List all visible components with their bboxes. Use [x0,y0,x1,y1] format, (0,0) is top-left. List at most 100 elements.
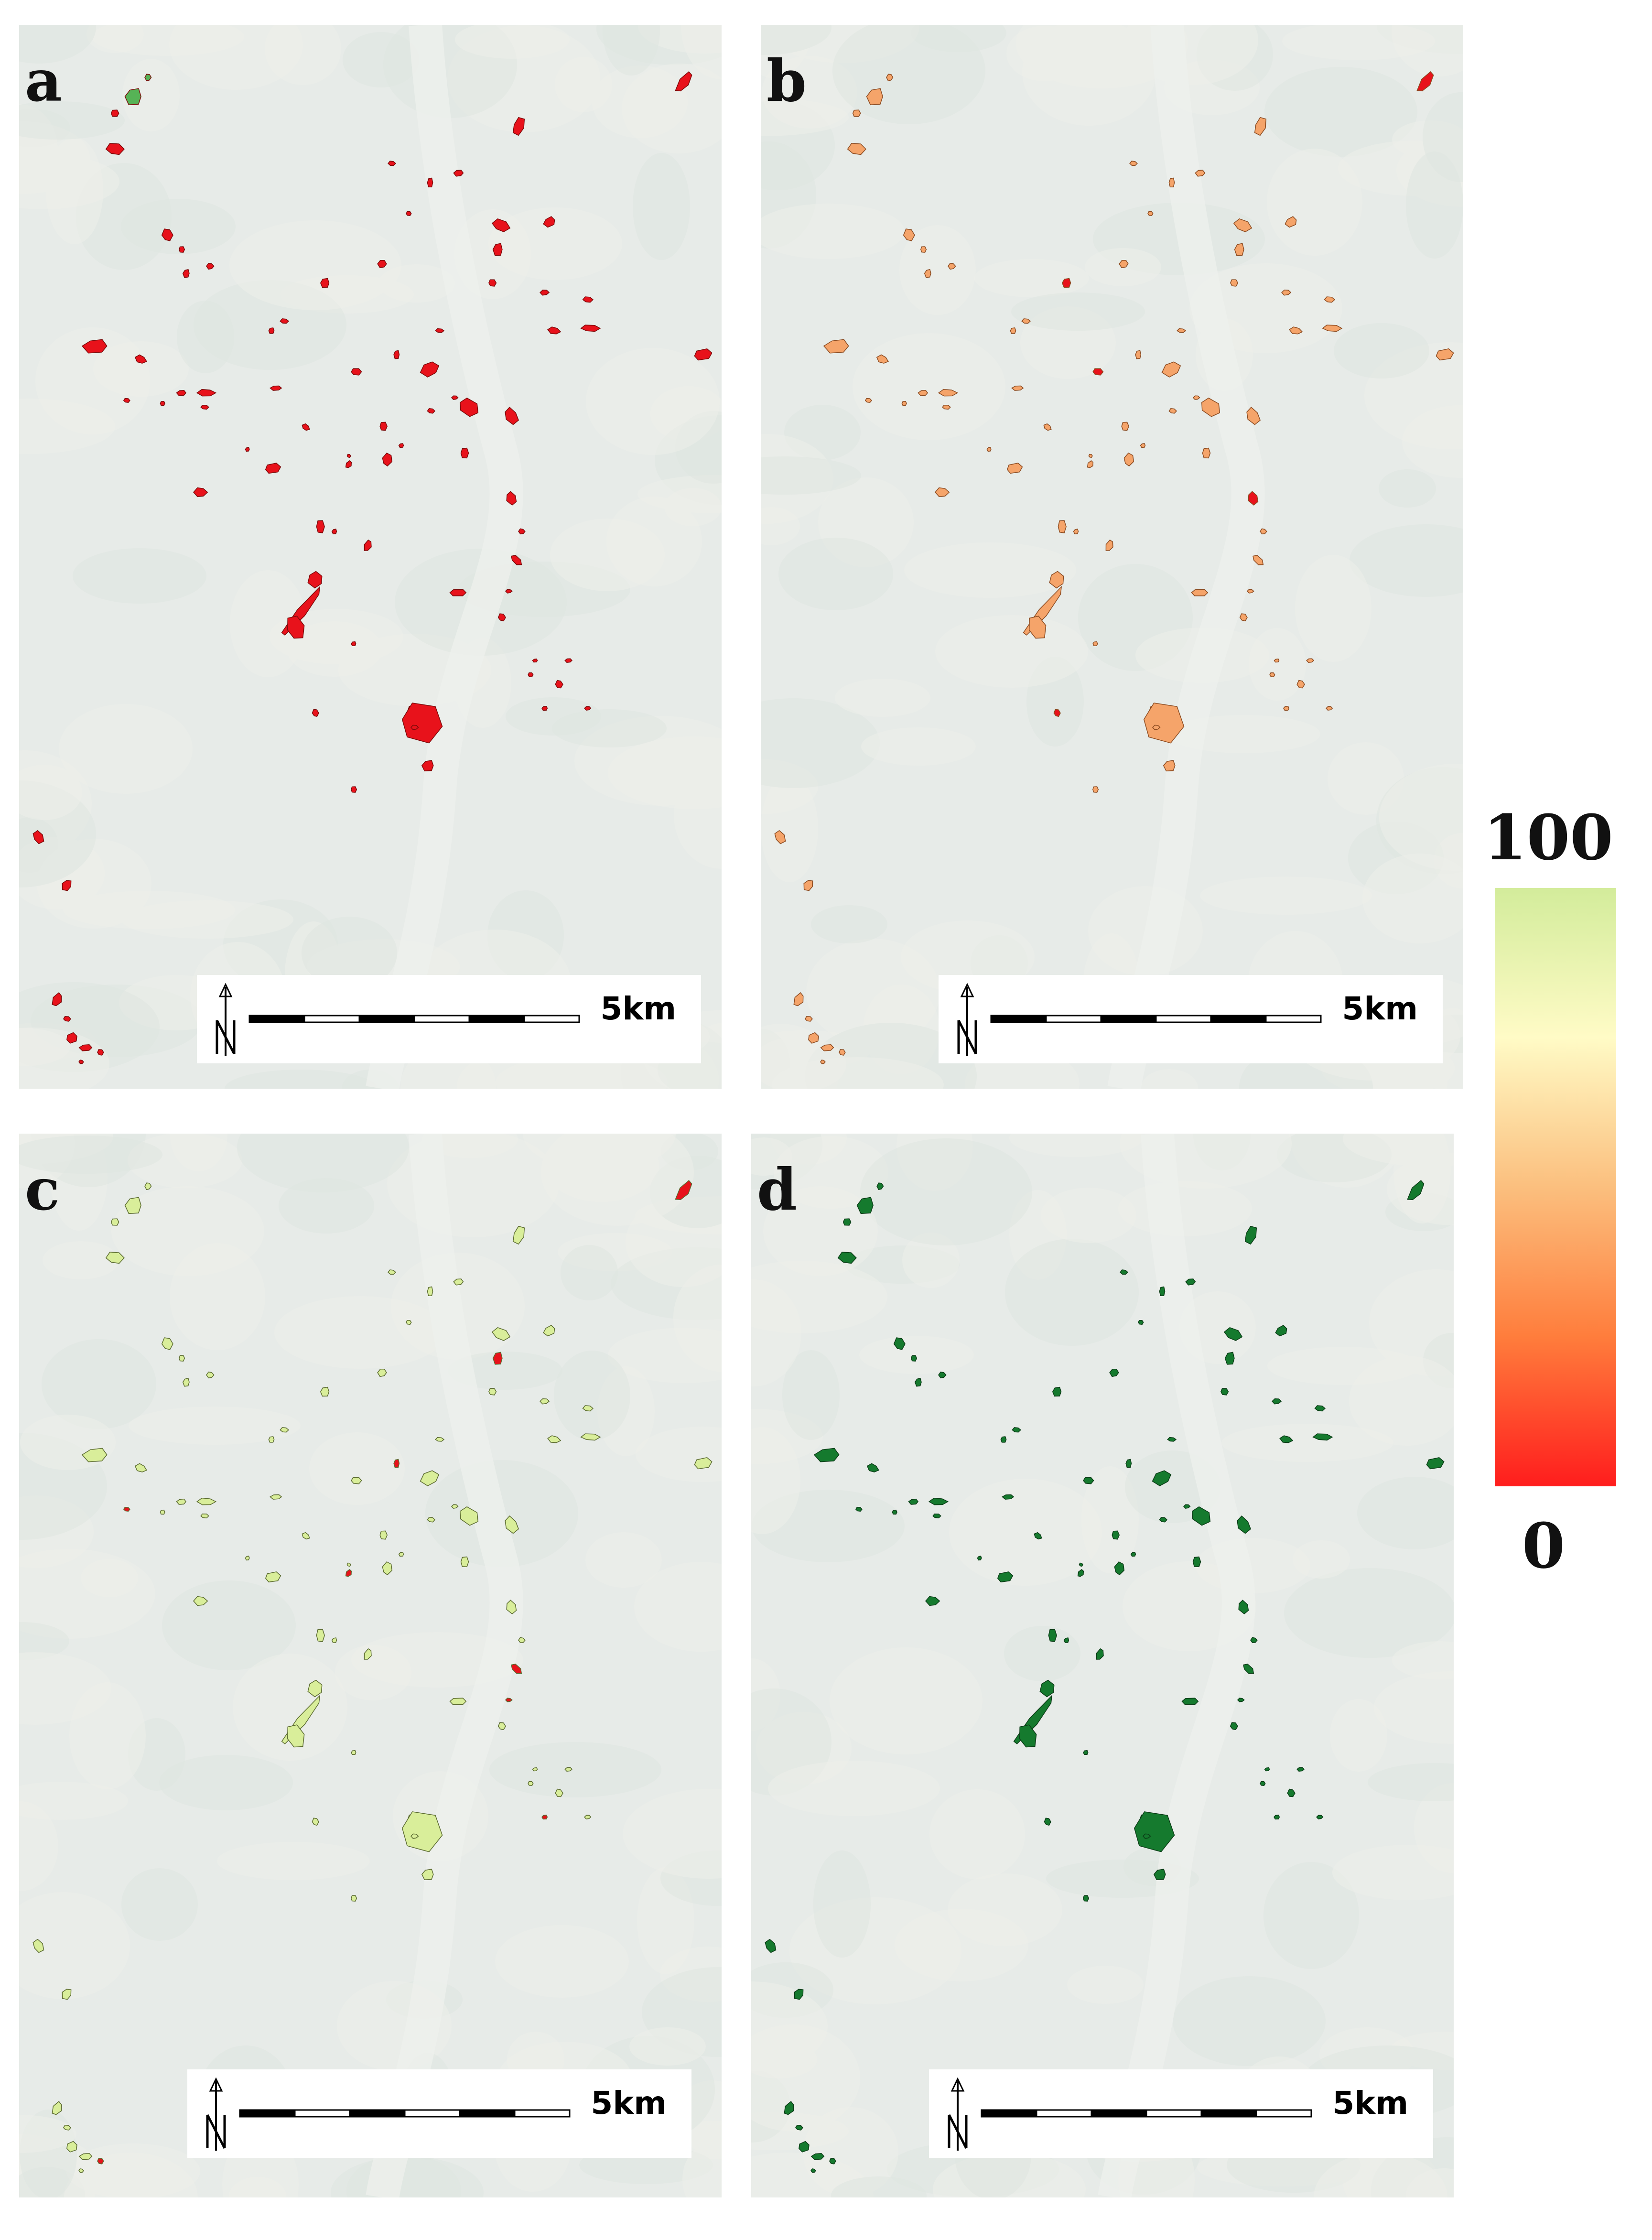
parcel [675,1180,692,1201]
parcel [316,1629,325,1642]
parcel [206,262,215,270]
parcel [856,1197,874,1214]
terrain-patch [86,25,144,53]
parcel [388,1269,397,1275]
parcel [932,1513,941,1518]
terrain-patch [495,1925,629,1998]
scale-bar: 5km [939,975,1443,1063]
scale-label: 5km [600,990,676,1027]
parcel [1134,1811,1175,1852]
terrain-patch [1263,1862,1359,1969]
parcel [1192,1506,1211,1526]
parcel [1289,326,1303,335]
parcel [1248,491,1259,506]
north-arrow-icon [948,2077,968,2151]
parcel [1152,1470,1172,1486]
north-arrow-and-scale [206,2077,571,2151]
parcel [1083,1477,1094,1484]
parcel [1177,328,1187,333]
parcel [837,1252,857,1264]
terrain-patch [237,1134,409,1192]
parcel [398,443,404,448]
parcel [1079,1562,1083,1567]
parcel [460,447,469,459]
parcel [105,143,125,155]
parcel [1250,1637,1258,1644]
parcel [1052,1386,1062,1397]
parcel [505,406,519,425]
parcel-layer [765,1180,1445,2173]
parcel [497,1722,506,1731]
parcel [839,1049,846,1056]
terrain-patch [751,2040,817,2078]
parcel [1105,539,1113,551]
parcel [694,1457,713,1470]
parcel [307,571,323,589]
valley-strip [366,25,523,1089]
parcel-layer [774,71,1454,1064]
terrain-patch [19,1782,128,1820]
parcel [505,589,513,594]
parcel [1322,325,1343,332]
parcel [331,529,337,534]
parcel [1195,170,1206,177]
parcel [346,1562,351,1567]
parcel [320,278,330,288]
parcel [427,177,433,188]
parcel [935,487,950,498]
terrain-patch [895,1909,1028,1981]
parcel [406,1320,412,1325]
terrain-patch [1067,1966,1144,2004]
parcel [1234,243,1244,256]
parcel-layer [32,71,713,1064]
scale-label: 5km [591,2085,667,2121]
scale-segment [349,2109,406,2118]
parcel-layer [32,1180,713,2173]
parcel [1129,161,1138,166]
terrain-patch [1284,1568,1454,1658]
terrain-patch [682,2143,722,2197]
parcel [200,1513,209,1518]
parcel [808,1032,819,1044]
parcel [1326,706,1333,711]
terrain-patch [169,25,303,90]
parcel [855,1506,863,1512]
parcel [675,71,692,92]
parcel [160,1509,165,1515]
parcel [388,161,397,166]
parcel [1044,1818,1051,1826]
parcel [1083,1750,1089,1755]
terrain-patch [73,548,206,604]
parcel [364,539,372,551]
scale-segment [1045,1015,1102,1023]
north-arrow-icon [206,2077,226,2151]
parcel [497,613,506,622]
parcel [1237,1698,1245,1702]
terrain-patch [561,1245,618,1300]
terrain-patch [121,199,236,254]
parcel [866,1463,879,1472]
parcel [492,1352,503,1365]
terrain-patch [19,1801,58,1891]
scale-segment [1155,1015,1212,1023]
parcel [435,1437,445,1442]
terrain-patch [629,2027,706,2066]
terrain-patch [122,59,180,131]
scale-segment [468,1015,525,1023]
parcel [564,658,573,663]
terrain-patch [761,25,831,55]
terrain-patch [554,1351,630,1440]
parcel [427,1286,433,1297]
parcel [312,709,319,717]
parcel [876,354,889,364]
parcel [176,390,187,396]
parcel [543,1325,555,1337]
parcel [1109,1368,1119,1377]
parcel [774,830,786,844]
parcel [460,1506,479,1526]
panel-label: b [767,47,807,115]
parcel [512,117,525,136]
parcel [543,216,555,228]
parcel [795,2125,803,2131]
parcel [829,2158,836,2164]
